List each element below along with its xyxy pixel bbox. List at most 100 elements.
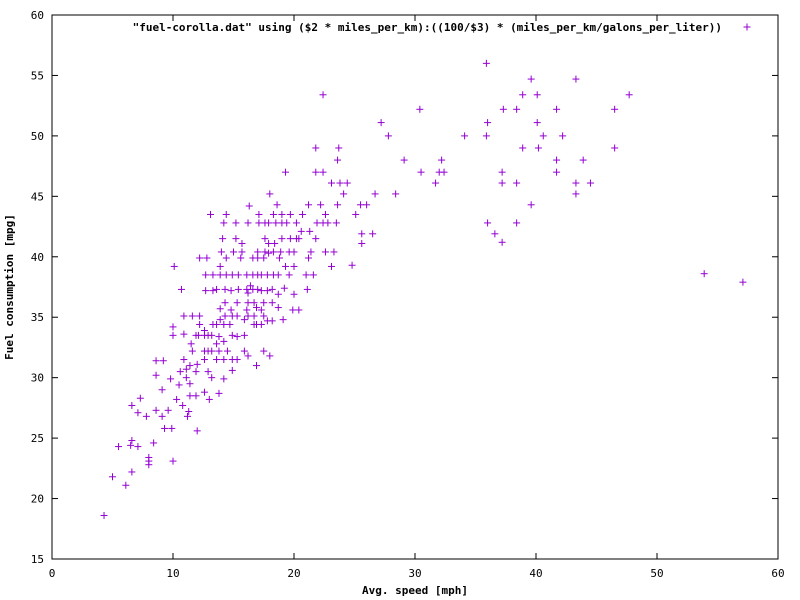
data-point [240,347,248,355]
data-point [377,119,385,127]
data-point [534,144,542,152]
data-point [513,219,521,227]
data-point [222,210,230,218]
y-tick-label: 15 [31,553,44,566]
data-point [193,360,201,368]
data-point [220,375,228,383]
data-point [234,271,242,279]
data-point [228,271,236,279]
data-point [263,287,271,295]
data-point [222,271,230,279]
data-point [324,219,332,227]
data-point [240,331,248,339]
data-point [226,320,234,328]
data-point [244,219,252,227]
data-point [180,356,188,364]
data-point [371,190,379,198]
data-point [416,105,424,113]
data-point [205,395,213,403]
data-point [213,320,221,328]
data-point [220,219,228,227]
data-point [227,287,235,295]
data-point [278,210,286,218]
data-point [216,262,224,270]
data-point [254,254,262,262]
data-point [167,375,175,383]
data-point [209,287,217,295]
data-point [203,254,211,262]
data-point [221,299,229,307]
data-point [244,352,252,360]
data-point [232,235,240,243]
data-point [164,406,172,414]
data-point [213,285,221,293]
data-point [553,156,561,164]
data-point [187,340,195,348]
data-point [223,347,231,355]
data-point [271,239,279,247]
data-point [213,356,221,364]
data-point [461,132,469,140]
data-point [184,412,192,420]
data-point [244,299,252,307]
data-point [243,271,251,279]
data-point [261,235,269,243]
data-point [482,132,490,140]
data-point [169,457,177,465]
data-point [440,168,448,176]
data-point [200,388,208,396]
data-point [180,330,188,338]
data-point [313,219,321,227]
data-point [572,75,580,83]
data-point [586,179,594,187]
data-point [257,320,265,328]
data-point [498,179,506,187]
data-point [611,105,619,113]
data-point [115,443,123,451]
data-point [312,235,320,243]
data-point [175,381,183,389]
data-point [484,219,492,227]
data-point [186,392,194,400]
data-point [533,119,541,127]
data-point [527,75,535,83]
data-point [254,248,262,256]
data-point [233,356,241,364]
data-point [295,306,303,314]
data-point [159,357,167,365]
data-point [185,408,193,416]
data-point [268,299,276,307]
data-point [134,409,142,417]
data-point [216,305,224,313]
data-point [193,427,201,435]
data-point [182,374,190,382]
data-point [282,168,290,176]
y-tick-label: 25 [31,432,44,445]
data-point [254,285,262,293]
data-point [282,262,290,270]
data-point [122,481,130,489]
data-point [176,368,184,376]
data-point [289,306,297,314]
data-point [180,312,188,320]
data-point [274,271,282,279]
data-point [265,239,273,247]
data-point [328,262,336,270]
data-point [168,424,176,432]
x-tick-label: 30 [408,567,421,580]
data-point [194,331,202,339]
data-point [215,333,223,341]
tick-labels: 0 10 20 30 40 50 60 15 20 25 30 35 40 45 50 55 60 [31,9,785,580]
data-point [358,230,366,238]
data-point [277,248,285,256]
data-point [334,201,342,209]
data-point [233,312,241,320]
data-point [297,227,305,235]
data-point [513,179,521,187]
data-point [186,380,194,388]
data-point [280,284,288,292]
data-point [305,201,313,209]
data-point [317,201,325,209]
data-point [227,306,235,314]
